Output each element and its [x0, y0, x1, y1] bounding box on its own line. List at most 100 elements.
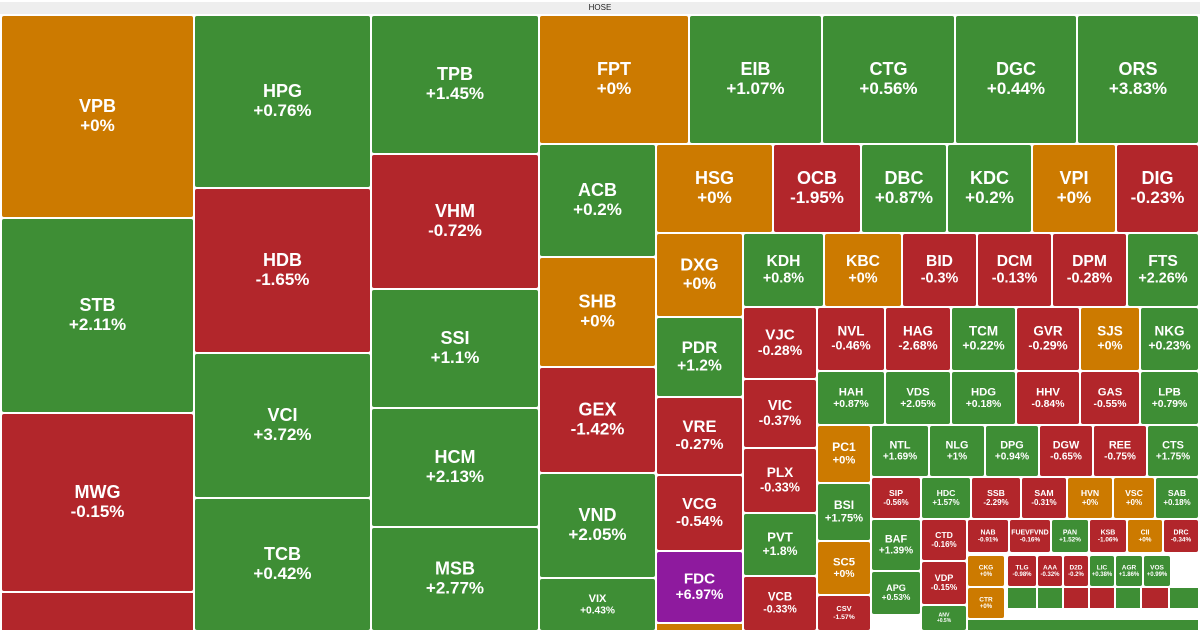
- tile-ticker: TLG: [1015, 564, 1028, 571]
- tile: [690, 16, 821, 143]
- tile-change: +0%: [833, 455, 856, 467]
- tile: [744, 308, 816, 378]
- tile-change: -0.65%: [1050, 452, 1082, 463]
- tile-ticker: TCB: [264, 544, 301, 564]
- tile-change: +0.87%: [833, 399, 869, 410]
- tile-ticker: SIP: [889, 488, 903, 498]
- tile: [540, 474, 655, 577]
- tile-ticker: VCI: [267, 405, 297, 425]
- tile-change: -1.06%: [1098, 537, 1119, 544]
- tile-change: -0.16%: [1020, 537, 1041, 544]
- tile: [978, 234, 1051, 306]
- tile-change: +0%: [597, 79, 632, 98]
- tile-ticker: DIG: [1141, 168, 1173, 188]
- tile: [1142, 588, 1168, 608]
- tile-ticker: AGR: [1122, 564, 1137, 571]
- tile-ticker: HAH: [839, 386, 863, 398]
- tile-ticker: CTD: [935, 530, 953, 540]
- tile: [825, 234, 901, 306]
- tile: [968, 556, 1004, 586]
- tile: [922, 606, 966, 630]
- tile: [956, 16, 1076, 143]
- tile: [540, 579, 655, 630]
- tile-change: -0.37%: [759, 413, 802, 428]
- tile: [1068, 478, 1112, 518]
- tile-change: -0.33%: [763, 604, 797, 616]
- tile-ticker: BAF: [885, 533, 908, 545]
- tile-change: +1.86%: [1119, 572, 1140, 578]
- tile: [1114, 478, 1154, 518]
- tile-change: +6.97%: [676, 586, 724, 602]
- header-bar: [0, 2, 1200, 14]
- tile-ticker: KDH: [767, 253, 801, 270]
- tile-ticker: LPB: [1158, 386, 1181, 398]
- tile-ticker: DPM: [1072, 253, 1107, 270]
- tile-ticker: DXG: [680, 255, 719, 275]
- tile: [372, 409, 538, 526]
- tile: [372, 16, 538, 153]
- tile-change: +0.2%: [573, 200, 622, 219]
- tile: [922, 478, 970, 518]
- tile: [948, 145, 1031, 232]
- tile-ticker: SAM: [1034, 488, 1053, 498]
- tile-change: +0.18%: [1163, 498, 1190, 507]
- tile: [2, 16, 193, 217]
- tile: [1081, 372, 1139, 424]
- tile-change: -0.3%: [921, 270, 959, 286]
- tile-change: +2.13%: [426, 467, 484, 486]
- tile-change: +0.42%: [253, 564, 311, 583]
- tile-change: -0.98%: [1012, 572, 1032, 578]
- tile-ticker: CII: [1141, 529, 1150, 536]
- tile-ticker: DPG: [1000, 439, 1024, 451]
- tile-ticker: FDC: [684, 570, 715, 587]
- tile-ticker: HSG: [695, 168, 734, 188]
- tile-ticker: PLX: [767, 465, 794, 480]
- tile: [1144, 556, 1170, 586]
- tile-change: +2.11%: [69, 315, 126, 334]
- tile-ticker: CTR: [979, 596, 993, 603]
- tile: [1116, 588, 1140, 608]
- tile-ticker: SSI: [440, 328, 469, 348]
- tile: [657, 552, 742, 622]
- tile-ticker: MWG: [75, 482, 121, 502]
- filler-tiles: [2, 588, 1198, 630]
- tile-ticker: GEX: [578, 399, 616, 419]
- tile: [922, 562, 966, 604]
- tile: [744, 577, 816, 630]
- tile: [1038, 588, 1062, 608]
- tile-change: -0.84%: [1032, 399, 1065, 410]
- tile-ticker: VPB: [79, 96, 116, 116]
- tile-change: +0.38%: [1092, 572, 1113, 578]
- tile-ticker: SSB: [987, 488, 1005, 498]
- tile-ticker: ORS: [1118, 59, 1157, 79]
- tile: [540, 368, 655, 472]
- tile-change: +0.44%: [987, 79, 1045, 98]
- tile: [1090, 556, 1114, 586]
- tile-change: -0.15%: [71, 502, 125, 521]
- tile-change: -0.54%: [676, 514, 723, 530]
- tile: [818, 308, 884, 370]
- tile-change: +2.05%: [900, 399, 936, 410]
- tile: [1038, 556, 1062, 586]
- tile-change: -0.2%: [1068, 572, 1084, 578]
- tile: [972, 478, 1020, 518]
- tile: [886, 372, 950, 424]
- tile-ticker: OCB: [797, 168, 837, 188]
- tile-ticker: PAN: [1063, 529, 1077, 536]
- tile: [1170, 588, 1198, 608]
- tile: [1033, 145, 1115, 232]
- tile-change: -0.28%: [758, 342, 803, 358]
- tile-ticker: REE: [1109, 439, 1131, 451]
- tile-ticker: HDB: [263, 250, 302, 270]
- tile: [372, 155, 538, 288]
- tile-change: -0.75%: [1104, 452, 1136, 463]
- tile: [2, 593, 193, 630]
- tile-change: +1.39%: [879, 546, 913, 557]
- tile-change: +0.87%: [875, 188, 933, 207]
- tile: [1010, 520, 1050, 552]
- tile: [744, 380, 816, 447]
- tile-ticker: TCM: [969, 324, 998, 339]
- tile-change: -0.72%: [428, 221, 482, 240]
- tile: [540, 145, 655, 256]
